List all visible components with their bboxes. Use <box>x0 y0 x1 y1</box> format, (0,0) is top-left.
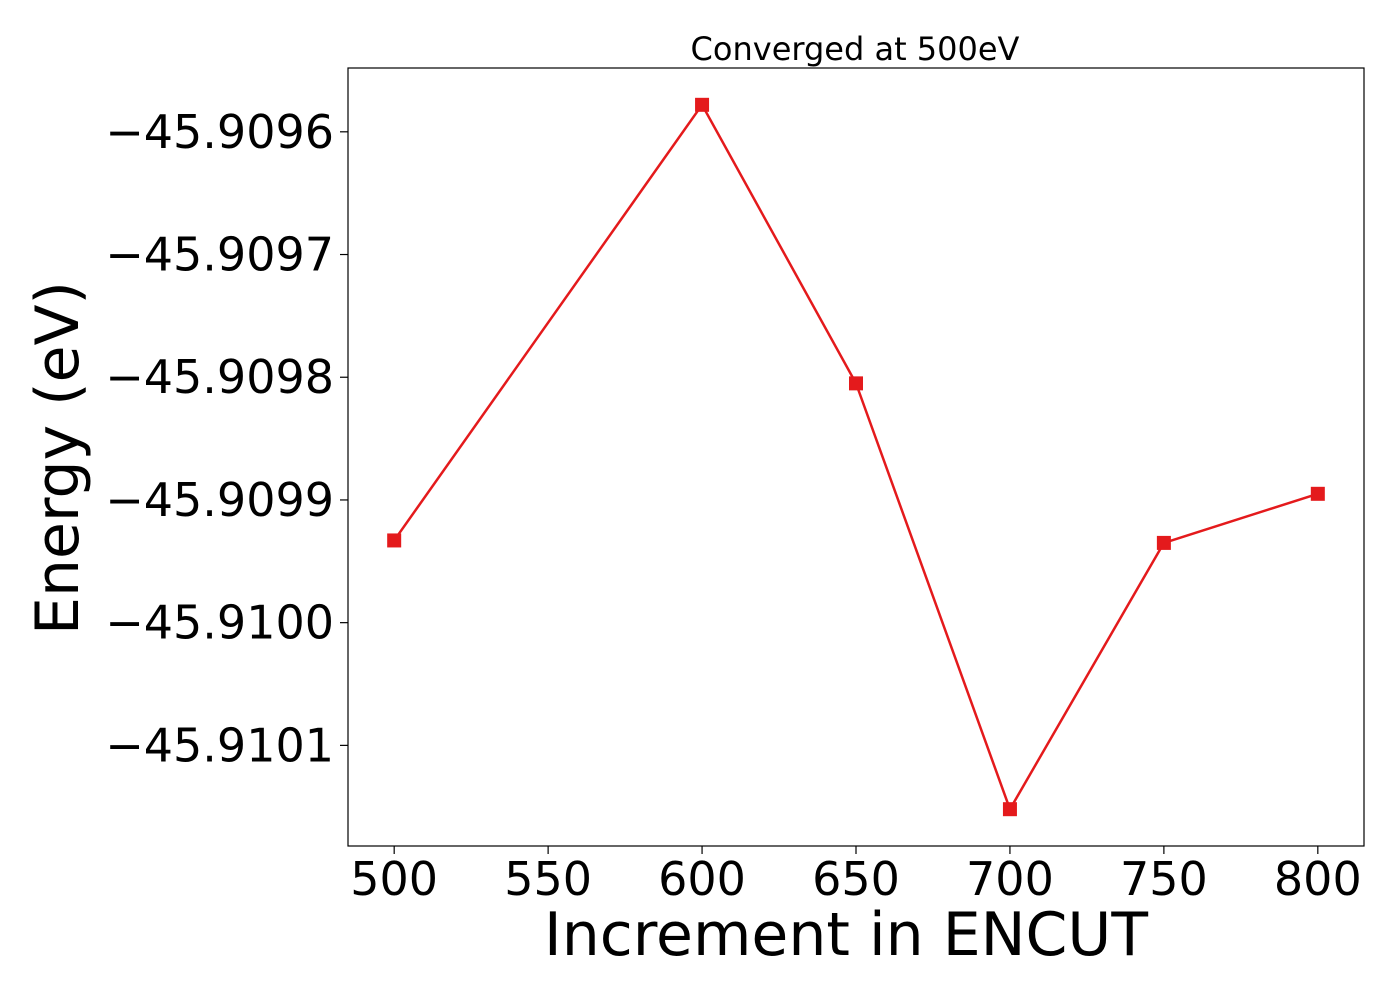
plot-area <box>387 97 1325 817</box>
x-tick-label: 650 <box>812 852 900 906</box>
x-tick-label: 500 <box>350 852 438 906</box>
y-tick-label: −45.9101 <box>105 718 334 772</box>
chart-title: Converged at 500eV <box>691 30 1020 68</box>
x-tick-label: 800 <box>1274 852 1362 906</box>
series-line <box>393 103 1319 811</box>
y-tick-label: −45.9098 <box>105 350 334 404</box>
x-tick-label: 700 <box>966 852 1054 906</box>
data-point-marker <box>1310 486 1325 501</box>
y-tick-label: −45.9097 <box>105 228 334 282</box>
data-point-marker <box>387 533 402 548</box>
data-point-marker <box>1002 802 1017 817</box>
x-tick-label: 600 <box>658 852 746 906</box>
x-tick-label: 550 <box>504 852 592 906</box>
y-axis: −45.9096 −45.9097 −45.9098 −45.9099 −45.9100… <box>105 105 348 772</box>
data-point-marker <box>695 97 710 112</box>
y-tick-label: −45.9099 <box>105 473 334 527</box>
x-axis: 500 550 600 650 700 750 800 <box>350 846 1362 906</box>
data-point-marker <box>849 376 863 391</box>
x-axis-label: Increment in ENCUT <box>544 900 1148 970</box>
x-tick-label: 750 <box>1120 852 1208 906</box>
y-tick-label: −45.9096 <box>105 105 334 159</box>
data-point-marker <box>1156 535 1171 550</box>
y-tick-label: −45.9100 <box>105 596 334 650</box>
y-axis-label: Energy (eV) <box>23 281 93 635</box>
